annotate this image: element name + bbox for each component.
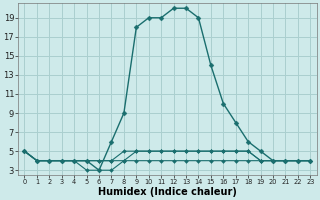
X-axis label: Humidex (Indice chaleur): Humidex (Indice chaleur)	[98, 187, 237, 197]
